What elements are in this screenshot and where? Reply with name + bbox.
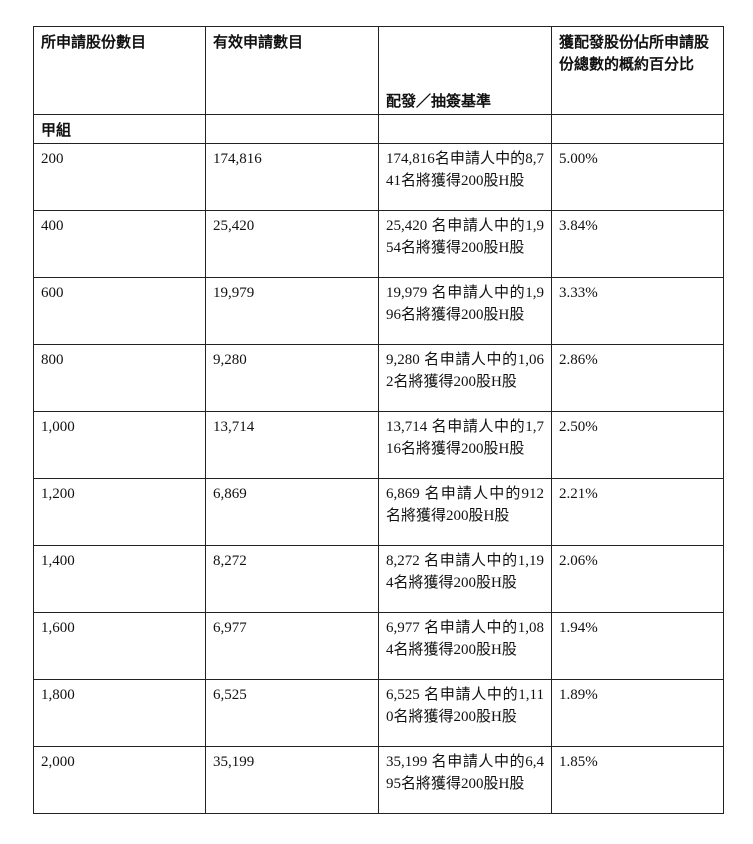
- allotment-basis-cell: 13,714 名申請人中的1,716名將獲得200股H股: [378, 411, 552, 479]
- allotment-basis-cell: 8,272 名申請人中的1,194名將獲得200股H股: [378, 545, 552, 613]
- shares-cell: 200: [33, 143, 206, 211]
- table-row: 600 19,979 19,979 名申請人中的1,996名將獲得200股H股 3.3…: [33, 277, 724, 345]
- shares-cell: 400: [33, 210, 206, 278]
- shares-cell: 2,000: [33, 746, 206, 814]
- percentage-cell: 3.84%: [551, 210, 724, 278]
- percentage-cell: 2.50%: [551, 411, 724, 479]
- table-row: 400 25,420 25,420 名申請人中的1,954名將獲得200股H股 3.8…: [33, 210, 724, 278]
- empty-cell: [205, 114, 379, 144]
- percentage-cell: 5.00%: [551, 143, 724, 211]
- valid-applications-cell: 6,525: [205, 679, 379, 747]
- allotment-table: 所申請股份數目 有效申請數目 配發／抽簽基準 獲配發股份佔所申請股份總數的概約百…: [33, 26, 724, 814]
- percentage-cell: 3.33%: [551, 277, 724, 345]
- empty-cell: [378, 114, 552, 144]
- valid-applications-cell: 35,199: [205, 746, 379, 814]
- table-row: 200 174,816 174,816名申請人中的8,741名將獲得200股H股 5.…: [33, 143, 724, 211]
- table-row: 2,000 35,199 35,199 名申請人中的6,495名將獲得200股H股 1…: [33, 746, 724, 814]
- shares-cell: 600: [33, 277, 206, 345]
- valid-applications-cell: 6,869: [205, 478, 379, 546]
- group-row: 甲組: [33, 114, 724, 144]
- shares-cell: 1,200: [33, 478, 206, 546]
- shares-cell: 1,400: [33, 545, 206, 613]
- valid-applications-cell: 25,420: [205, 210, 379, 278]
- header-valid-applications: 有效申請數目: [205, 26, 379, 115]
- valid-applications-cell: 174,816: [205, 143, 379, 211]
- table-row: 1,600 6,977 6,977 名申請人中的1,084名將獲得200股H股 1.9…: [33, 612, 724, 680]
- allotment-basis-cell: 35,199 名申請人中的6,495名將獲得200股H股: [378, 746, 552, 814]
- table-row: 1,800 6,525 6,525 名申請人中的1,110名將獲得200股H股 1.8…: [33, 679, 724, 747]
- allotment-basis-cell: 9,280 名申請人中的1,062名將獲得200股H股: [378, 344, 552, 412]
- shares-cell: 1,600: [33, 612, 206, 680]
- allotment-basis-cell: 6,869 名申請人中的912名將獲得200股H股: [378, 478, 552, 546]
- table-row: 1,400 8,272 8,272 名申請人中的1,194名將獲得200股H股 2.0…: [33, 545, 724, 613]
- percentage-cell: 1.94%: [551, 612, 724, 680]
- empty-cell: [551, 114, 724, 144]
- valid-applications-cell: 8,272: [205, 545, 379, 613]
- table-row: 800 9,280 9,280 名申請人中的1,062名將獲得200股H股 2.86%: [33, 344, 724, 412]
- valid-applications-cell: 6,977: [205, 612, 379, 680]
- percentage-cell: 2.21%: [551, 478, 724, 546]
- header-allotment-basis: 配發／抽簽基準: [378, 26, 552, 115]
- percentage-cell: 1.85%: [551, 746, 724, 814]
- table-row: 1,000 13,714 13,714 名申請人中的1,716名將獲得200股H股 2…: [33, 411, 724, 479]
- valid-applications-cell: 19,979: [205, 277, 379, 345]
- allotment-basis-cell: 6,977 名申請人中的1,084名將獲得200股H股: [378, 612, 552, 680]
- percentage-cell: 2.06%: [551, 545, 724, 613]
- allotment-basis-cell: 6,525 名申請人中的1,110名將獲得200股H股: [378, 679, 552, 747]
- percentage-cell: 2.86%: [551, 344, 724, 412]
- header-approx-percentage: 獲配發股份佔所申請股份總數的概約百分比: [551, 26, 724, 115]
- table-row: 1,200 6,869 6,869 名申請人中的912名將獲得200股H股 2.21%: [33, 478, 724, 546]
- header-row: 所申請股份數目 有效申請數目 配發／抽簽基準 獲配發股份佔所申請股份總數的概約百…: [33, 26, 724, 115]
- shares-cell: 1,000: [33, 411, 206, 479]
- allotment-basis-cell: 19,979 名申請人中的1,996名將獲得200股H股: [378, 277, 552, 345]
- allotment-basis-cell: 25,420 名申請人中的1,954名將獲得200股H股: [378, 210, 552, 278]
- shares-cell: 800: [33, 344, 206, 412]
- valid-applications-cell: 9,280: [205, 344, 379, 412]
- valid-applications-cell: 13,714: [205, 411, 379, 479]
- group-label: 甲組: [33, 114, 206, 144]
- allotment-basis-cell: 174,816名申請人中的8,741名將獲得200股H股: [378, 143, 552, 211]
- header-shares-applied: 所申請股份數目: [33, 26, 206, 115]
- shares-cell: 1,800: [33, 679, 206, 747]
- percentage-cell: 1.89%: [551, 679, 724, 747]
